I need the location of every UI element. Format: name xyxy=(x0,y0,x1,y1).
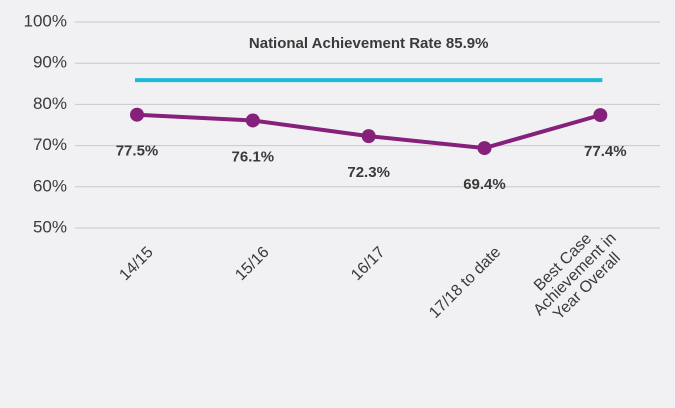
data-point xyxy=(245,113,260,128)
data-point xyxy=(361,129,376,144)
y-tick-label: 50% xyxy=(33,217,67,236)
y-tick-label: 80% xyxy=(33,94,67,113)
data-point xyxy=(130,107,144,122)
data-label: 72.3% xyxy=(347,164,390,181)
data-point xyxy=(593,108,608,123)
data-label: 76.1% xyxy=(232,148,275,165)
y-tick-label: 100% xyxy=(24,11,67,30)
y-tick-label: 70% xyxy=(33,135,67,154)
annotation: National Achievement Rate 85.9% xyxy=(249,35,489,52)
data-label: 77.5% xyxy=(116,143,159,160)
data-label: 77.4% xyxy=(584,143,627,160)
y-tick-label: 90% xyxy=(33,53,67,72)
data-point xyxy=(477,141,492,156)
y-tick-label: 60% xyxy=(33,176,67,195)
data-label: 69.4% xyxy=(463,176,506,193)
